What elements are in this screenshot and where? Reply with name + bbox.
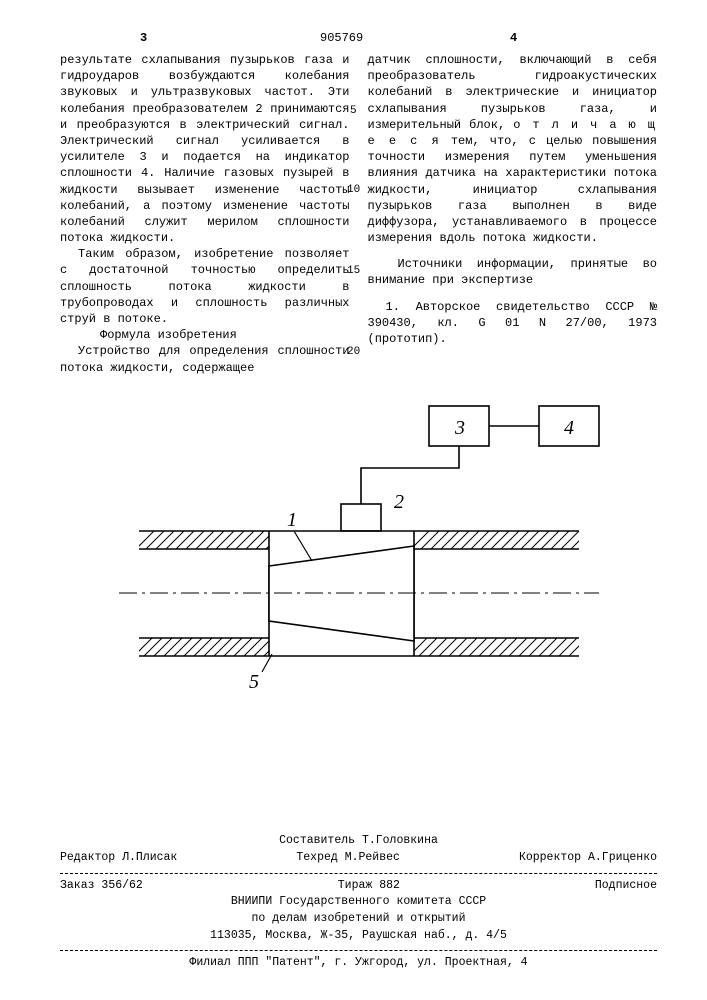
right-column-number: 4: [510, 30, 517, 46]
figure-container: 3 4 2: [60, 396, 657, 696]
left-paragraph-1: результате схлапывания пузырьков газа и …: [60, 52, 350, 246]
label-2: 2: [394, 491, 404, 513]
label-5: 5: [249, 671, 259, 693]
line-number-5: 5: [350, 104, 357, 119]
label-1: 1: [287, 509, 297, 531]
order-cell: Заказ 356/62: [60, 878, 143, 895]
signed: Подписное: [595, 878, 657, 895]
order-value: 356/62: [101, 879, 142, 892]
org-1: ВНИИПИ Государственного комитета СССР: [60, 894, 657, 911]
left-column-number: 3: [140, 30, 147, 46]
corrector-name: А.Гриценко: [588, 851, 657, 864]
formula-title: Формула изобретения: [60, 327, 350, 343]
org-2: по делам изобретений и открытий: [60, 911, 657, 928]
editor-label: Редактор: [60, 851, 115, 864]
label-4: 4: [564, 417, 574, 439]
right-column: датчик сплошности, включающий в себя пре…: [368, 52, 658, 376]
tech-cell: Техред М.Рейвес: [296, 850, 400, 867]
circulation-value: 882: [379, 879, 400, 892]
right-paragraph-1: датчик сплошности, включающий в себя пре…: [368, 52, 658, 246]
sensor-2: [341, 504, 381, 531]
label-3: 3: [454, 417, 465, 439]
document-number: 905769: [320, 30, 363, 46]
patent-figure: 3 4 2: [109, 396, 609, 696]
spacer: [368, 289, 658, 299]
wire-3-2: [361, 446, 459, 504]
spacer: [368, 246, 658, 256]
line-number-15: 15: [347, 264, 360, 279]
divider-2: [60, 950, 657, 951]
branch: Филиал ППП "Патент", г. Ужгород, ул. Про…: [60, 955, 657, 972]
line-number-20: 20: [347, 345, 360, 360]
right-para1-c: тем, что, с целью повышения точности изм…: [368, 134, 658, 245]
divider-1: [60, 873, 657, 874]
left-paragraph-2: Таким образом, изобретение позволяет с д…: [60, 246, 350, 327]
left-paragraph-3: Устройство для определения сплошности по…: [60, 343, 350, 375]
circulation-cell: Тираж 882: [338, 878, 400, 895]
line-number-10: 10: [347, 183, 360, 198]
corrector-label: Корректор: [519, 851, 581, 864]
tech-name: М.Рейвес: [345, 851, 400, 864]
corrector-cell: Корректор А.Гриценко: [519, 850, 657, 867]
leader-1: [294, 531, 312, 561]
addr-1: 113035, Москва, Ж-35, Раушская наб., д. …: [60, 928, 657, 945]
credits-row: Редактор Л.Плисак Техред М.Рейвес Коррек…: [60, 850, 657, 867]
source-1: 1. Авторское свидетельство СССР № 390430…: [368, 299, 658, 348]
circulation-label: Тираж: [338, 879, 373, 892]
editor-cell: Редактор Л.Плисак: [60, 850, 177, 867]
sources-title: Источники информации, принятые во вниман…: [368, 256, 658, 288]
two-column-body: 5 10 15 20 результате схлапывания пузырь…: [60, 52, 657, 376]
patent-page: 3 905769 4 5 10 15 20 результате схлапыв…: [0, 0, 707, 1000]
header-row: 3 905769 4: [60, 30, 657, 48]
footer: Составитель Т.Головкина Редактор Л.Плиса…: [60, 833, 657, 972]
editor-name: Л.Плисак: [122, 851, 177, 864]
order-row: Заказ 356/62 Тираж 882 Подписное: [60, 878, 657, 895]
tech-label: Техред: [296, 851, 337, 864]
compiler-row: Составитель Т.Головкина: [60, 833, 657, 850]
left-column: результате схлапывания пузырьков газа и …: [60, 52, 350, 376]
order-label: Заказ: [60, 879, 95, 892]
compiler-name: Т.Головкина: [362, 834, 438, 847]
compiler-label: Составитель: [279, 834, 355, 847]
